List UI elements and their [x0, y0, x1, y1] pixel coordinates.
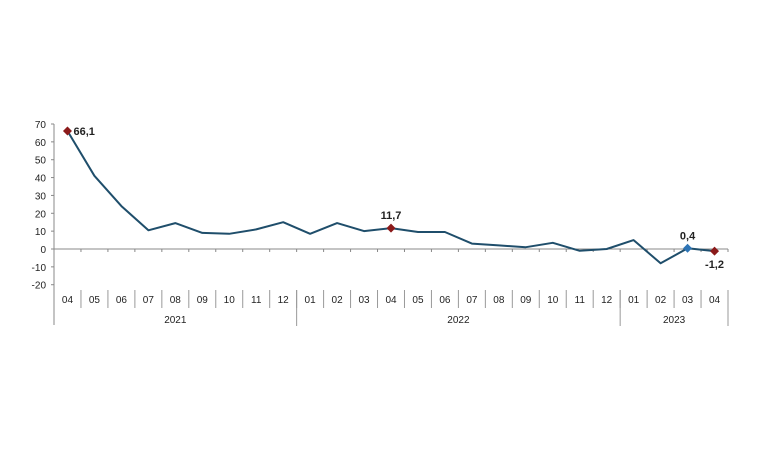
data-point-marker: [386, 223, 396, 233]
data-point-label: -1,2: [705, 259, 724, 271]
point-annotations: 66,1 11,7 0,4 -1,2: [62, 126, 724, 271]
x-tick-label: 08: [170, 295, 182, 306]
x-tick-label: 03: [682, 295, 694, 306]
data-point-label: 0,4: [680, 230, 696, 242]
x-tick-label: 04: [385, 295, 397, 306]
x-tick-label: 02: [332, 295, 344, 306]
x-tick-label: 04: [709, 295, 721, 306]
x-tick-label: 06: [116, 295, 128, 306]
y-tick-label: -10: [32, 263, 47, 274]
x-tick-label: 01: [305, 295, 317, 306]
x-tick-label: 04: [62, 295, 74, 306]
data-point-marker: [710, 246, 720, 256]
x-tick-label: 07: [143, 295, 155, 306]
y-tick-label: 30: [35, 191, 47, 202]
y-tick-label: -20: [32, 281, 47, 292]
x-tick-label: 10: [547, 295, 559, 306]
y-tick-label: 70: [35, 120, 47, 131]
x-tick-label: 05: [412, 295, 424, 306]
y-tick-label: 0: [40, 245, 46, 256]
x-tick-label: 02: [655, 295, 667, 306]
x-tick-label: 11: [575, 295, 586, 306]
year-label: 2022: [447, 315, 470, 326]
x-tick-label: 11: [251, 295, 262, 306]
year-label: 2023: [663, 315, 686, 326]
x-axis: 04 05 06 07 08 09 10 11 12 01 02 03 04 05 06 07 08 09 10 11…: [53, 248, 729, 326]
x-tick-label: 05: [89, 295, 101, 306]
data-point-label: 11,7: [381, 210, 402, 222]
x-tick-label: 12: [278, 295, 290, 306]
y-tick-label: 20: [35, 209, 47, 220]
year-label: 2021: [164, 315, 187, 326]
y-axis: 70 60 50 40 30 20 10 0 -10 -20: [32, 120, 55, 325]
x-tick-label: 07: [466, 295, 478, 306]
x-tick-label: 01: [628, 295, 640, 306]
y-tick-label: 40: [35, 174, 47, 185]
x-tick-label: 03: [358, 295, 370, 306]
x-tick-label: 06: [439, 295, 451, 306]
data-line: [66, 130, 715, 265]
data-point-marker: [683, 243, 693, 253]
x-tick-label: 09: [197, 295, 209, 306]
data-point-label: 66,1: [73, 126, 94, 138]
data-point-marker: [62, 126, 72, 136]
x-tick-label: 10: [224, 295, 236, 306]
x-tick-label: 12: [601, 295, 613, 306]
x-tick-label: 08: [493, 295, 505, 306]
x-tick-label: 09: [520, 295, 532, 306]
y-tick-label: 60: [35, 138, 47, 149]
y-tick-label: 50: [35, 156, 47, 167]
y-tick-label: 10: [35, 227, 47, 238]
